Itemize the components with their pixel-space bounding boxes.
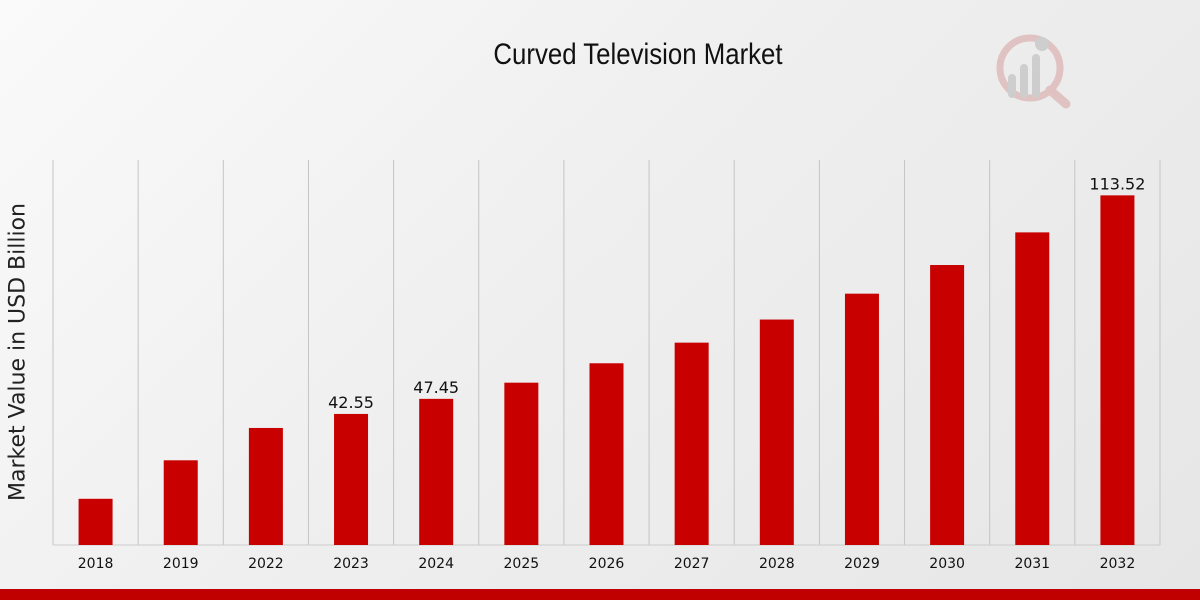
bar-2028 [759, 319, 794, 545]
bar-2023 [334, 413, 369, 545]
bar-2026 [589, 363, 624, 545]
x-tick-label: 2025 [504, 556, 540, 572]
bar-2031 [1015, 232, 1050, 545]
footer-accent-bar [0, 589, 1200, 600]
chart-title: Curved Television Market [493, 38, 783, 71]
x-tick-label: 2023 [333, 556, 369, 572]
x-tick-label: 2024 [418, 556, 454, 572]
x-tick-label: 2031 [1014, 556, 1050, 572]
data-label: 42.55 [328, 393, 374, 412]
bar-2030 [930, 265, 965, 545]
x-tick-label: 2022 [248, 556, 284, 572]
x-tick-label: 2029 [844, 556, 880, 572]
bar-2029 [844, 293, 879, 545]
data-label: 47.45 [413, 378, 459, 397]
data-label: 113.52 [1089, 174, 1145, 193]
x-tick-label: 2027 [674, 556, 710, 572]
x-tick-label: 2030 [929, 556, 965, 572]
x-tick-label: 2026 [589, 556, 625, 572]
bar-2032 [1100, 195, 1135, 545]
bar-2024 [419, 398, 454, 545]
brand-logo-icon [996, 34, 1071, 109]
bar-2025 [504, 382, 539, 545]
bar-2027 [674, 342, 709, 545]
x-tick-label: 2019 [163, 556, 199, 572]
bar-2018 [78, 498, 113, 545]
x-tick-label: 2032 [1100, 556, 1136, 572]
bar-2022 [248, 427, 283, 545]
x-tick-label: 2028 [759, 556, 795, 572]
bar-2019 [163, 460, 198, 545]
x-tick-label: 2018 [78, 556, 114, 572]
